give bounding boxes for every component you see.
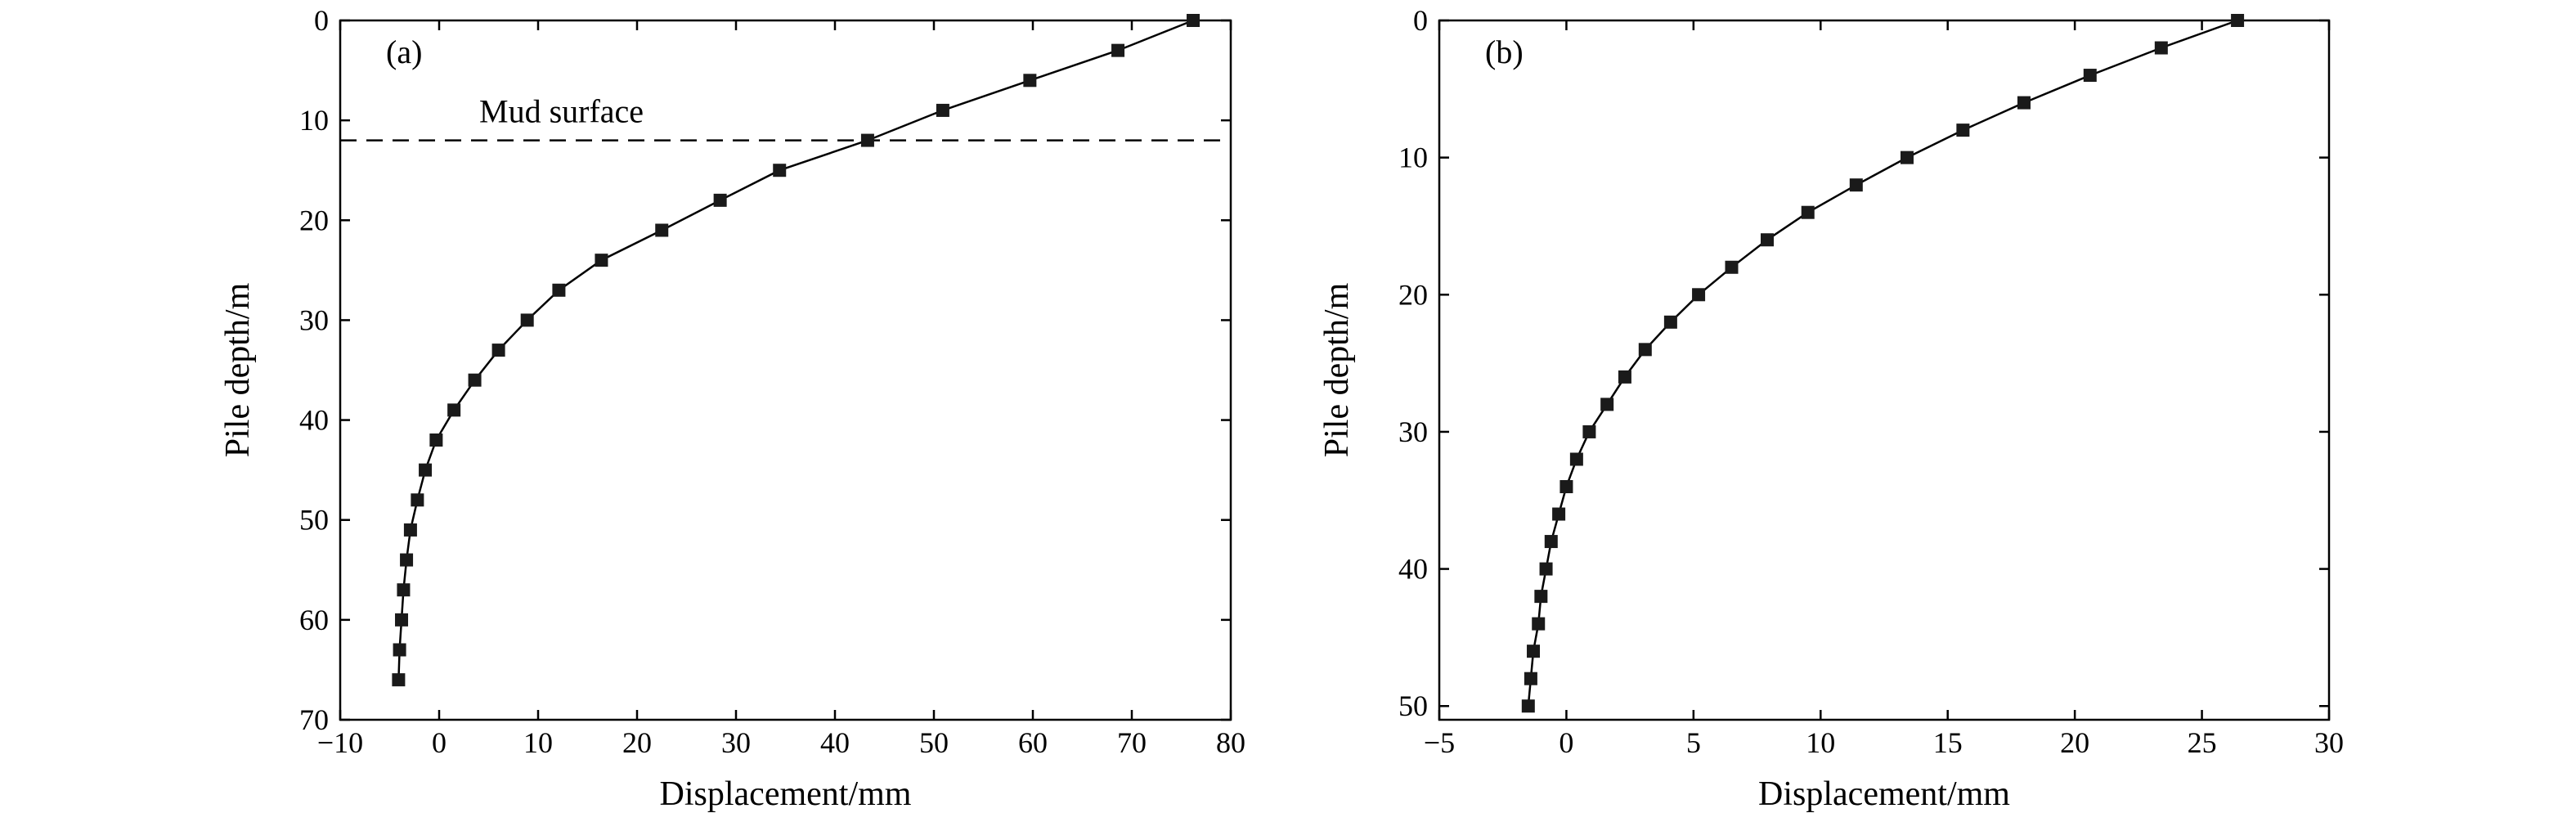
- panel-a-data-point: [429, 433, 443, 447]
- panel-a-data-point: [447, 403, 461, 417]
- panel-b-x-tick-label: 20: [2060, 726, 2089, 759]
- panel-a-data-point: [860, 133, 874, 147]
- panel-a-data-point: [1111, 43, 1125, 57]
- panel-a-data-point: [468, 373, 482, 387]
- panel-b-data-point: [1552, 507, 1566, 521]
- panel-b-data-point: [1761, 233, 1775, 247]
- panel-b-y-axis-title: Pile depth/m: [1318, 282, 1356, 457]
- panel-a-x-tick-label: 50: [919, 726, 949, 759]
- panel-b-y-tick-label: 30: [1398, 416, 1428, 448]
- panel-a-y-tick-label: 10: [299, 104, 329, 137]
- panel-b-x-tick-label: −5: [1424, 726, 1455, 759]
- panel-a-y-tick-label: 60: [299, 604, 329, 636]
- panel-a-y-tick-label: 70: [299, 703, 329, 736]
- panel-a-y-tick-label: 50: [299, 504, 329, 537]
- panel-a-data-point: [520, 313, 534, 327]
- panel-a-y-tick-label: 20: [299, 204, 329, 236]
- panel-b-plot-frame: [1438, 19, 2331, 721]
- panel-b-x-axis-title: Displacement/mm: [1758, 775, 2010, 813]
- panel-b-y-tick-label: 40: [1398, 553, 1428, 586]
- panel-b-y-tick-label: 10: [1398, 141, 1428, 174]
- panel-a-data-point: [1187, 14, 1200, 27]
- panel-a-data-point: [1023, 74, 1037, 88]
- panel-b-series-line: [1527, 19, 2238, 707]
- panel-a-data-point: [655, 223, 669, 237]
- panel-a-data-point: [392, 673, 406, 687]
- panel-b-x-tick-label: 25: [2188, 726, 2217, 759]
- panel-a-data-point: [397, 583, 411, 597]
- panel-a-x-axis-title: Displacement/mm: [660, 775, 912, 813]
- panel-b-panel-label: (b): [1485, 34, 1524, 70]
- panel-b-x-tick-label: 0: [1559, 726, 1573, 759]
- panel-a-data-point: [773, 164, 787, 177]
- panel-b-data-point: [1521, 699, 1535, 713]
- panel-a-mud-surface-label: Mud surface: [479, 93, 644, 130]
- panel-b-data-point: [2154, 41, 2168, 55]
- panel-b-x-tick-label: 5: [1686, 726, 1701, 759]
- panel-a-panel-label: (a): [386, 34, 422, 70]
- panel-b-data-point: [1618, 370, 1631, 384]
- panel-a-y-axis-title: Pile depth/m: [219, 282, 257, 457]
- panel-b-data-point: [2017, 96, 2031, 110]
- panel-a-x-tick-label: 80: [1216, 726, 1245, 759]
- panel-b-data-point: [1544, 535, 1558, 549]
- panel-a-data-point: [936, 103, 949, 117]
- panel-b-data-point: [1569, 452, 1583, 466]
- panel-b-y-tick-label: 20: [1398, 278, 1428, 311]
- panel-a-x-tick-label: −10: [317, 726, 363, 759]
- panel-b-data-point: [1539, 562, 1553, 576]
- panel-a-x-tick-label: 70: [1117, 726, 1147, 759]
- panel-a-x-tick-label: 10: [523, 726, 553, 759]
- panel-b-data-point: [1849, 178, 1863, 192]
- panel-b-data-point: [2083, 69, 2097, 83]
- panel-b-data-point: [1801, 205, 1815, 219]
- panel-a-plot-frame: [339, 19, 1232, 721]
- panel-a-x-tick-label: 20: [622, 726, 652, 759]
- panel-a-data-point: [395, 613, 409, 627]
- panel-a-data-point: [491, 344, 505, 357]
- panel-a-x-tick-label: 40: [820, 726, 850, 759]
- panel-a-y-tick-label: 0: [314, 4, 329, 37]
- panel-a-x-tick-label: 30: [721, 726, 751, 759]
- panel-b-data-point: [1582, 424, 1596, 438]
- panel-b-data-point: [1725, 260, 1739, 274]
- panel-b-x-tick-label: 10: [1806, 726, 1835, 759]
- panel-b-data-point: [1900, 150, 1914, 164]
- panel-a-data-point: [552, 283, 566, 297]
- panel-b-y-tick-label: 50: [1398, 690, 1428, 722]
- panel-b-data-point: [1527, 645, 1541, 658]
- panel-b-x-tick-label: 15: [1933, 726, 1963, 759]
- panel-a-data-point: [595, 254, 608, 267]
- panel-a-x-tick-label: 60: [1018, 726, 1048, 759]
- panel-a-data-point: [403, 523, 417, 537]
- panel-b-chart: −5 0 5 10 15 20 25 30 0 10 20 30 40 50 Displacement/mm…: [1318, 4, 2344, 813]
- panel-a-data-point: [400, 553, 414, 567]
- panel-a-data-point: [411, 493, 424, 507]
- panel-b-data-point: [1663, 315, 1677, 329]
- panel-b-y-tick-label: 0: [1413, 4, 1428, 37]
- panel-b-x-tick-label: 30: [2314, 726, 2344, 759]
- panel-b-data-point: [1600, 398, 1614, 411]
- panel-a-data-point: [393, 643, 406, 657]
- panel-b-data-point: [1638, 343, 1652, 357]
- panel-b-data-point: [1692, 288, 1706, 302]
- panel-a-data-point: [713, 193, 727, 207]
- panel-a-data-point: [419, 463, 433, 477]
- panel-b-data-point: [1560, 480, 1573, 493]
- panel-b-data-point: [2231, 14, 2245, 27]
- panel-a-y-tick-label: 30: [299, 303, 329, 336]
- panel-a-x-tick-label: 0: [432, 726, 447, 759]
- panel-b-data-point: [1534, 590, 1548, 604]
- panel-a-y-tick-label: 40: [299, 404, 329, 437]
- panel-b-data-point: [1956, 124, 1970, 137]
- panel-b-data-point: [1524, 672, 1537, 685]
- panel-b-data-point: [1532, 617, 1546, 631]
- panel-a-chart: −10 0 10 20 30 40 50 60 70 80 0 10 20 30 40 50 60 70 Displ…: [219, 4, 1245, 813]
